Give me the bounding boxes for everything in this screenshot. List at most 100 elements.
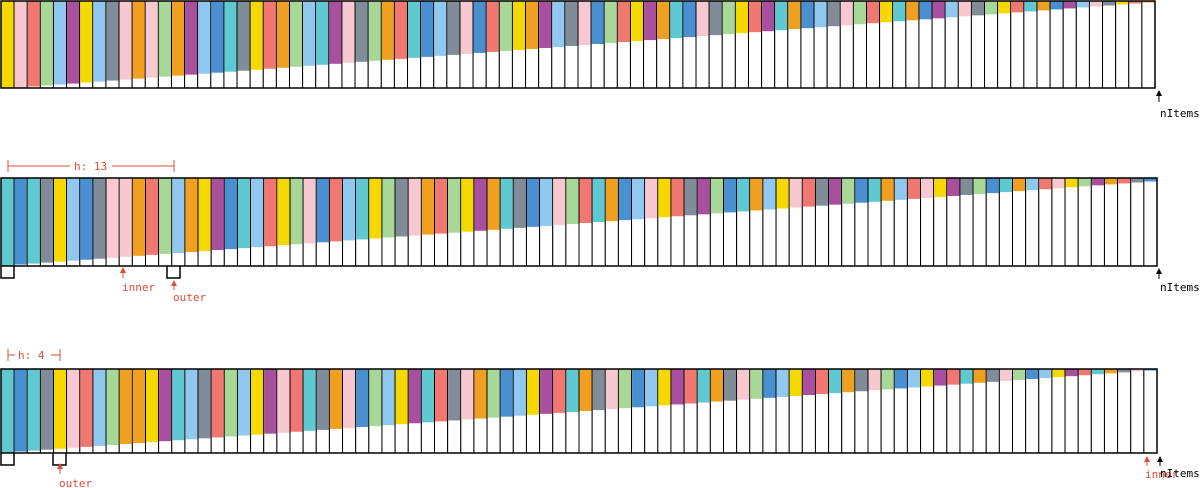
- bar-frame: [1051, 368, 1066, 454]
- bar: [395, 369, 408, 425]
- row2-inner-label: inner: [122, 281, 155, 294]
- bar: [973, 369, 986, 383]
- bar: [842, 178, 855, 204]
- row3-nitems-arrowhead-icon: [1157, 456, 1163, 462]
- row2-nitems-arrowhead-icon: [1156, 268, 1162, 274]
- bar-frame: [997, 0, 1012, 89]
- bar: [1013, 178, 1026, 192]
- bar: [1037, 1, 1050, 11]
- pass-1-row: [0, 0, 1156, 89]
- row-outline: [0, 177, 1158, 267]
- bar: [251, 369, 264, 435]
- bar: [1052, 369, 1065, 378]
- bar: [185, 1, 198, 75]
- bar: [947, 178, 960, 196]
- bar-frame: [1115, 0, 1130, 89]
- bar: [512, 1, 526, 50]
- bar: [737, 178, 750, 212]
- bar-frame: [1090, 177, 1105, 267]
- row-outline: [0, 368, 1158, 454]
- bar: [789, 178, 802, 208]
- bar: [40, 369, 54, 450]
- bar: [1104, 369, 1118, 374]
- bar: [434, 1, 447, 56]
- row2-outer-arrowhead-icon: [171, 280, 177, 286]
- bar: [421, 369, 434, 423]
- bar: [945, 1, 958, 18]
- bar: [605, 369, 618, 410]
- bar: [1144, 369, 1157, 371]
- bar: [1131, 369, 1144, 372]
- bar-frame: [1117, 177, 1132, 267]
- bar: [671, 178, 684, 217]
- bar: [106, 369, 119, 445]
- bar: [566, 369, 579, 412]
- bar: [421, 1, 434, 57]
- row3-outer-annotation: outer: [57, 463, 92, 488]
- bar: [827, 1, 840, 27]
- bar: [27, 1, 40, 87]
- bar: [932, 1, 945, 19]
- bar: [329, 1, 342, 64]
- bar: [460, 1, 473, 54]
- bar: [709, 1, 722, 36]
- bar: [894, 178, 907, 200]
- bar: [855, 369, 868, 392]
- bar: [999, 369, 1012, 381]
- bar: [539, 1, 552, 48]
- bar: [986, 369, 999, 382]
- bar-frame: [1130, 368, 1145, 454]
- bar: [277, 369, 290, 433]
- bar: [906, 1, 919, 21]
- bar: [14, 178, 27, 265]
- bar: [644, 1, 657, 41]
- bar: [710, 369, 723, 402]
- bar: [435, 369, 448, 422]
- bar: [159, 178, 172, 254]
- bar: [356, 369, 369, 428]
- row1-nitems-arrowhead-icon: [1156, 90, 1162, 96]
- bar: [264, 369, 277, 434]
- bar: [801, 1, 814, 29]
- row2-notches: [0, 266, 181, 279]
- bar: [697, 178, 710, 215]
- row3-h4-label-bg: [15, 348, 51, 362]
- bar: [250, 1, 263, 70]
- bar: [775, 1, 788, 31]
- bar: [54, 369, 67, 449]
- bar-frame: [1025, 368, 1040, 454]
- bar: [697, 369, 710, 403]
- bar: [1052, 178, 1065, 189]
- bar: [658, 178, 671, 218]
- bar-frame: [1077, 177, 1092, 267]
- bar: [211, 1, 224, 73]
- bar: [513, 369, 526, 416]
- row3-inner-arrowhead-icon: [1144, 456, 1150, 462]
- bar: [934, 369, 947, 386]
- bar: [172, 178, 185, 253]
- bar: [93, 1, 106, 82]
- bar: [1039, 369, 1052, 379]
- bar: [578, 1, 591, 46]
- bar: [526, 1, 539, 49]
- bar: [473, 1, 486, 53]
- bar: [540, 369, 553, 414]
- bar: [566, 178, 579, 224]
- bar: [106, 178, 119, 258]
- bar: [710, 178, 723, 214]
- bar: [132, 178, 145, 256]
- row3-inner-label: inner: [1145, 468, 1178, 481]
- bar: [1118, 178, 1131, 184]
- bar: [435, 178, 448, 234]
- bar: [802, 369, 815, 396]
- bar-frame: [1077, 368, 1092, 454]
- bar: [53, 1, 67, 85]
- bar: [1078, 369, 1091, 376]
- bar: [840, 1, 853, 26]
- row3-nitems-annotation: nItems: [1157, 456, 1200, 480]
- bar: [868, 178, 881, 202]
- bar: [145, 1, 158, 78]
- row2-inner-arrowhead-icon: [120, 267, 126, 273]
- bar: [290, 1, 303, 67]
- bar: [632, 369, 645, 408]
